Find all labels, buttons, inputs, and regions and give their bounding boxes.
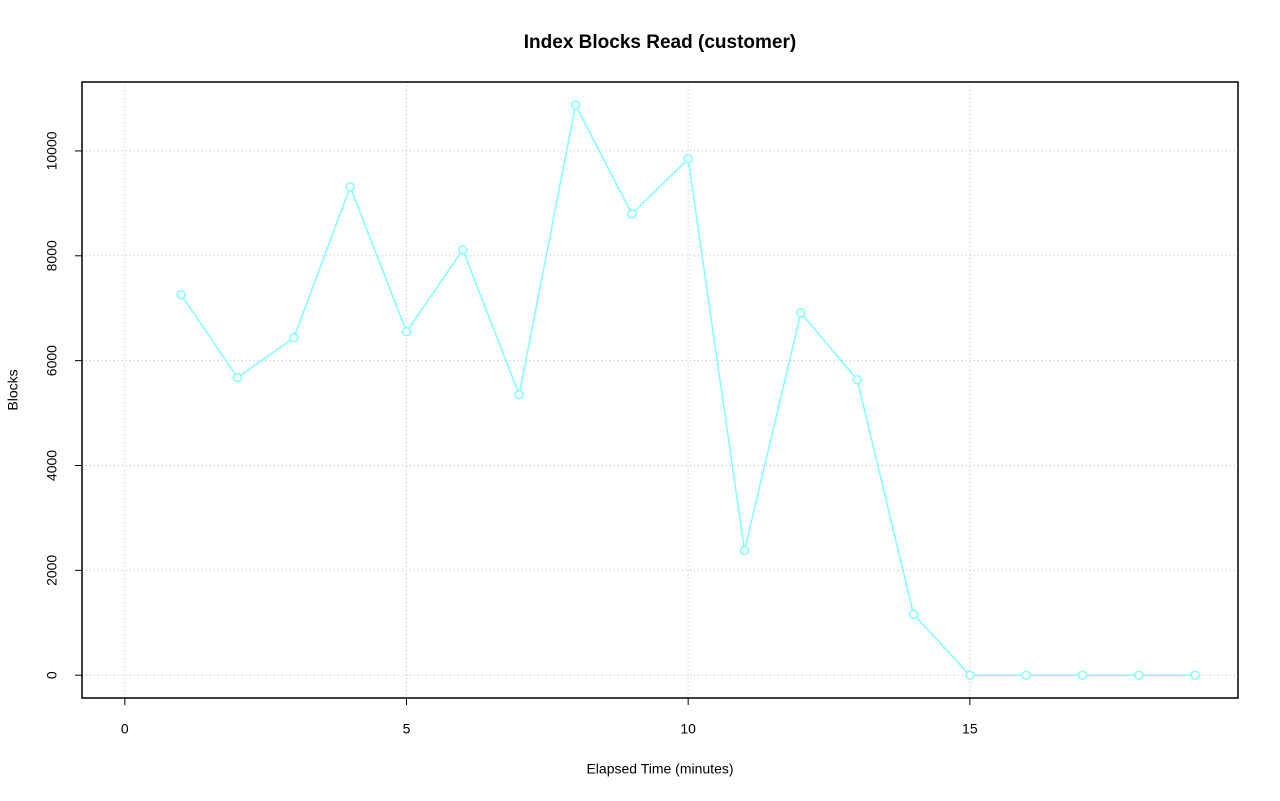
x-tick-label: 15	[962, 721, 978, 737]
data-point	[514, 389, 524, 400]
plot-frame	[81, 81, 1239, 699]
data-point	[345, 182, 355, 192]
data-point	[1021, 670, 1031, 680]
y-tick-label: 6000	[44, 345, 60, 376]
data-point	[627, 209, 637, 219]
data-point	[965, 670, 975, 680]
data-point	[1134, 670, 1144, 680]
y-tick-label: 10000	[44, 131, 60, 170]
y-axis-label: Blocks	[5, 369, 21, 410]
data-point	[1190, 670, 1200, 680]
data-point	[1077, 670, 1088, 680]
x-tick-label: 10	[680, 721, 696, 737]
data-point	[796, 307, 806, 318]
data-point	[289, 332, 299, 343]
data-point	[739, 545, 750, 556]
data-point	[570, 100, 581, 110]
y-tick-label: 2000	[44, 555, 60, 586]
y-tick-label: 0	[44, 671, 60, 679]
x-axis-label: Elapsed Time (minutes)	[586, 761, 733, 777]
chart-title: Index Blocks Read (customer)	[524, 32, 796, 53]
data-point	[232, 372, 243, 383]
data-point	[908, 609, 919, 620]
y-tick-label: 8000	[44, 240, 60, 271]
data-point	[176, 289, 186, 300]
y-tick-label: 4000	[44, 450, 60, 481]
data-point	[458, 245, 468, 255]
data-point	[401, 326, 412, 337]
data-point	[683, 154, 693, 164]
x-tick-label: 5	[403, 721, 411, 737]
x-tick-label: 0	[121, 721, 129, 737]
data-point	[852, 374, 862, 385]
